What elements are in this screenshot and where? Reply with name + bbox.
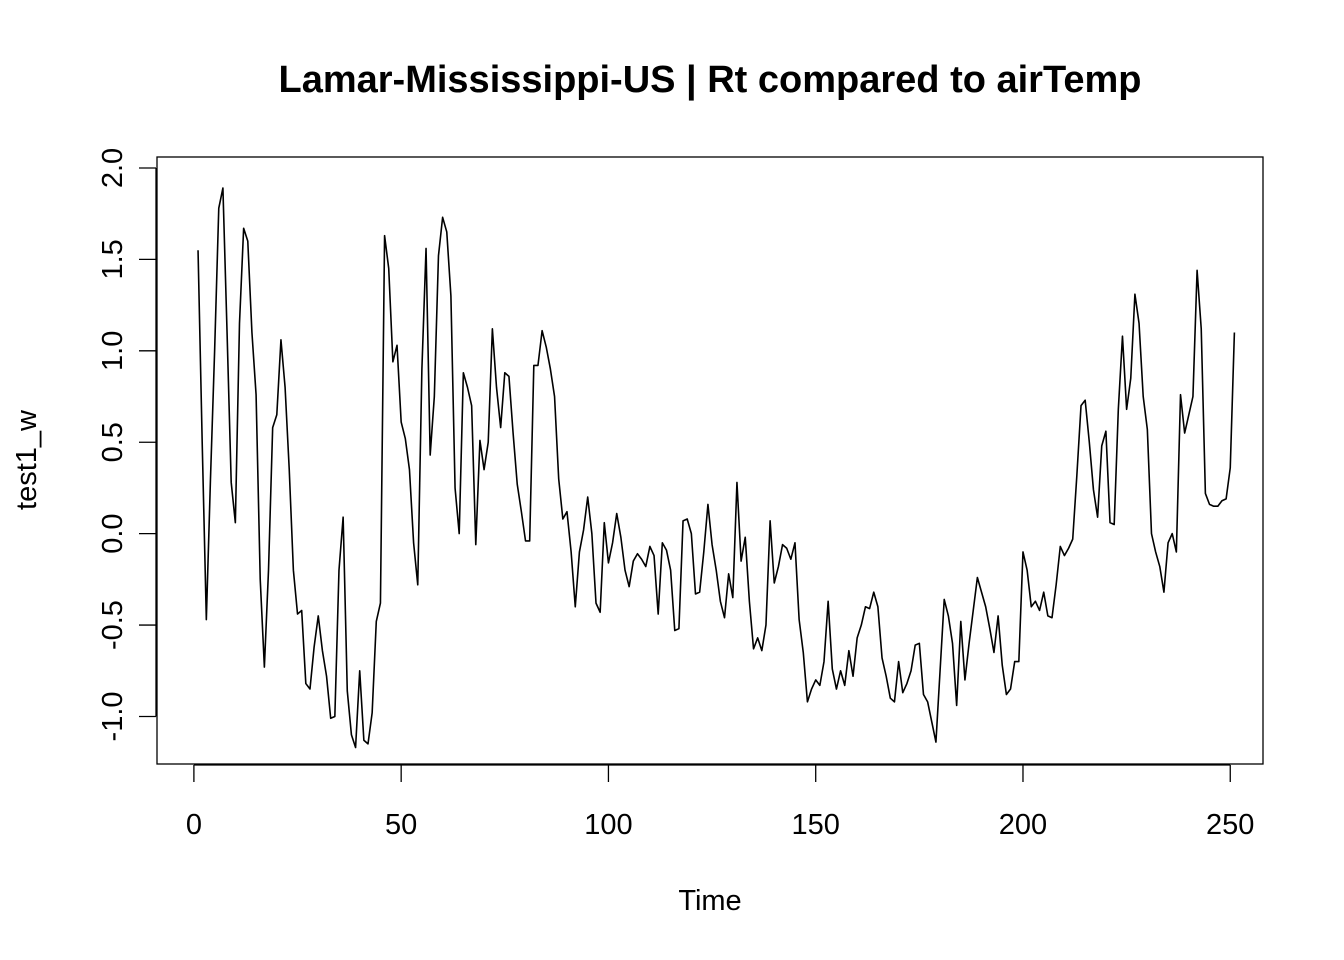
series-line [197, 187, 1236, 749]
y-tick-label: 1.0 [97, 331, 129, 371]
x-tick-label: 150 [792, 809, 840, 841]
chart-title: Lamar-Mississippi-US | Rt compared to ai… [279, 59, 1142, 101]
x-tick-label: 250 [1206, 809, 1254, 841]
x-axis: 0 50 100 150 200 250 [186, 764, 1254, 841]
y-tick-label: 0.5 [97, 422, 129, 462]
y-tick-label: 0.0 [97, 513, 129, 553]
y-tick-label: -1.0 [97, 691, 129, 741]
y-tick-label: 2.0 [97, 148, 129, 188]
y-axis-title: test1_w [11, 409, 43, 510]
x-tick-label: 50 [385, 809, 417, 841]
y-axis: -1.0 -0.5 0.0 0.5 1.0 1.5 2.0 [97, 148, 157, 741]
x-tick-label: 200 [999, 809, 1047, 841]
x-tick-label: 100 [584, 809, 632, 841]
y-tick-label: -0.5 [97, 600, 129, 650]
x-axis-title: Time [678, 885, 741, 917]
x-tick-label: 0 [186, 809, 202, 841]
plot-frame [156, 156, 1264, 765]
y-tick-label: 1.5 [97, 239, 129, 279]
plot-area [197, 187, 1236, 749]
